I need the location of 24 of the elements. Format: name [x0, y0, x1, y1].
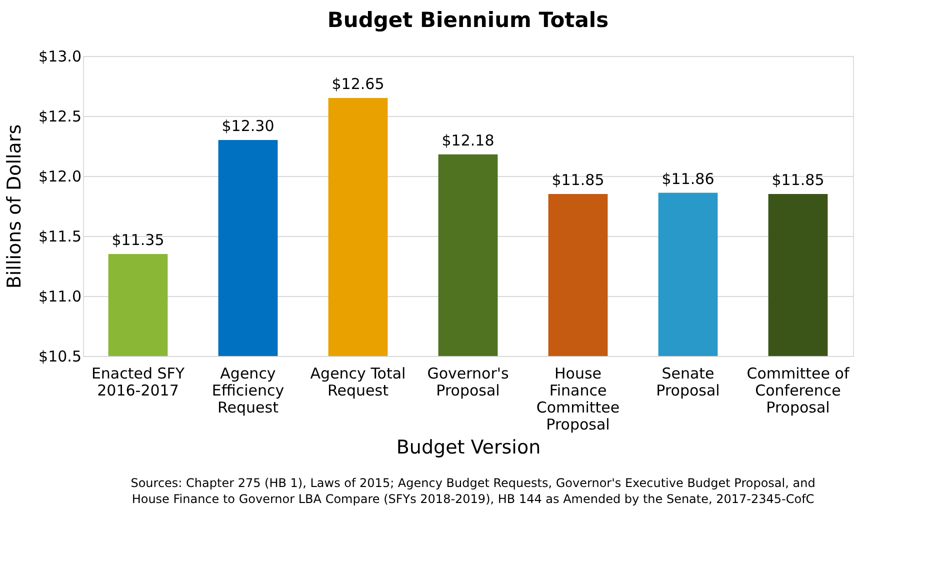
- x-tick-label: Agency Total Request: [310, 364, 406, 400]
- data-label: $11.86: [662, 170, 714, 188]
- data-label: $12.30: [222, 117, 274, 135]
- x-tick-label: Enacted SFY 2016-2017: [91, 364, 186, 400]
- y-tick-label: $11.5: [38, 228, 82, 246]
- source-note: Sources: Chapter 275 (HB 1), Laws of 2015; Agency Budget Requests, Governor's Executive Budget Proposal, and House Finance to Governor LBA Compare (SFYs 2018-2019), HB 144 as Amended by the Senate, 2017-2345-CofC: [130, 476, 816, 506]
- x-tick-label: House Finance Committee Proposal: [536, 364, 620, 434]
- data-label: $12.65: [332, 75, 384, 93]
- x-tick-label: Governor's Proposal: [427, 364, 509, 400]
- x-tick-label: Committee of Conference Proposal: [746, 364, 850, 416]
- y-tick-label: $11.0: [38, 288, 82, 306]
- x-tick-label: Agency Efficiency Request: [212, 364, 284, 416]
- data-label: $11.35: [112, 231, 164, 249]
- data-label: $11.85: [552, 171, 604, 189]
- chart-title: Budget Biennium Totals: [327, 8, 609, 32]
- x-tick-label: Senate Proposal: [656, 364, 720, 400]
- x-axis-title: Budget Version: [396, 436, 541, 458]
- y-axis-title: Billions of Dollars: [4, 124, 26, 289]
- y-tick-label: $12.5: [38, 108, 82, 126]
- y-tick-label: $13.0: [38, 48, 82, 66]
- data-label: $12.18: [442, 131, 494, 150]
- y-tick-label: $12.0: [38, 168, 82, 186]
- y-tick-label: $10.5: [38, 348, 82, 366]
- data-label: $11.85: [772, 171, 824, 189]
